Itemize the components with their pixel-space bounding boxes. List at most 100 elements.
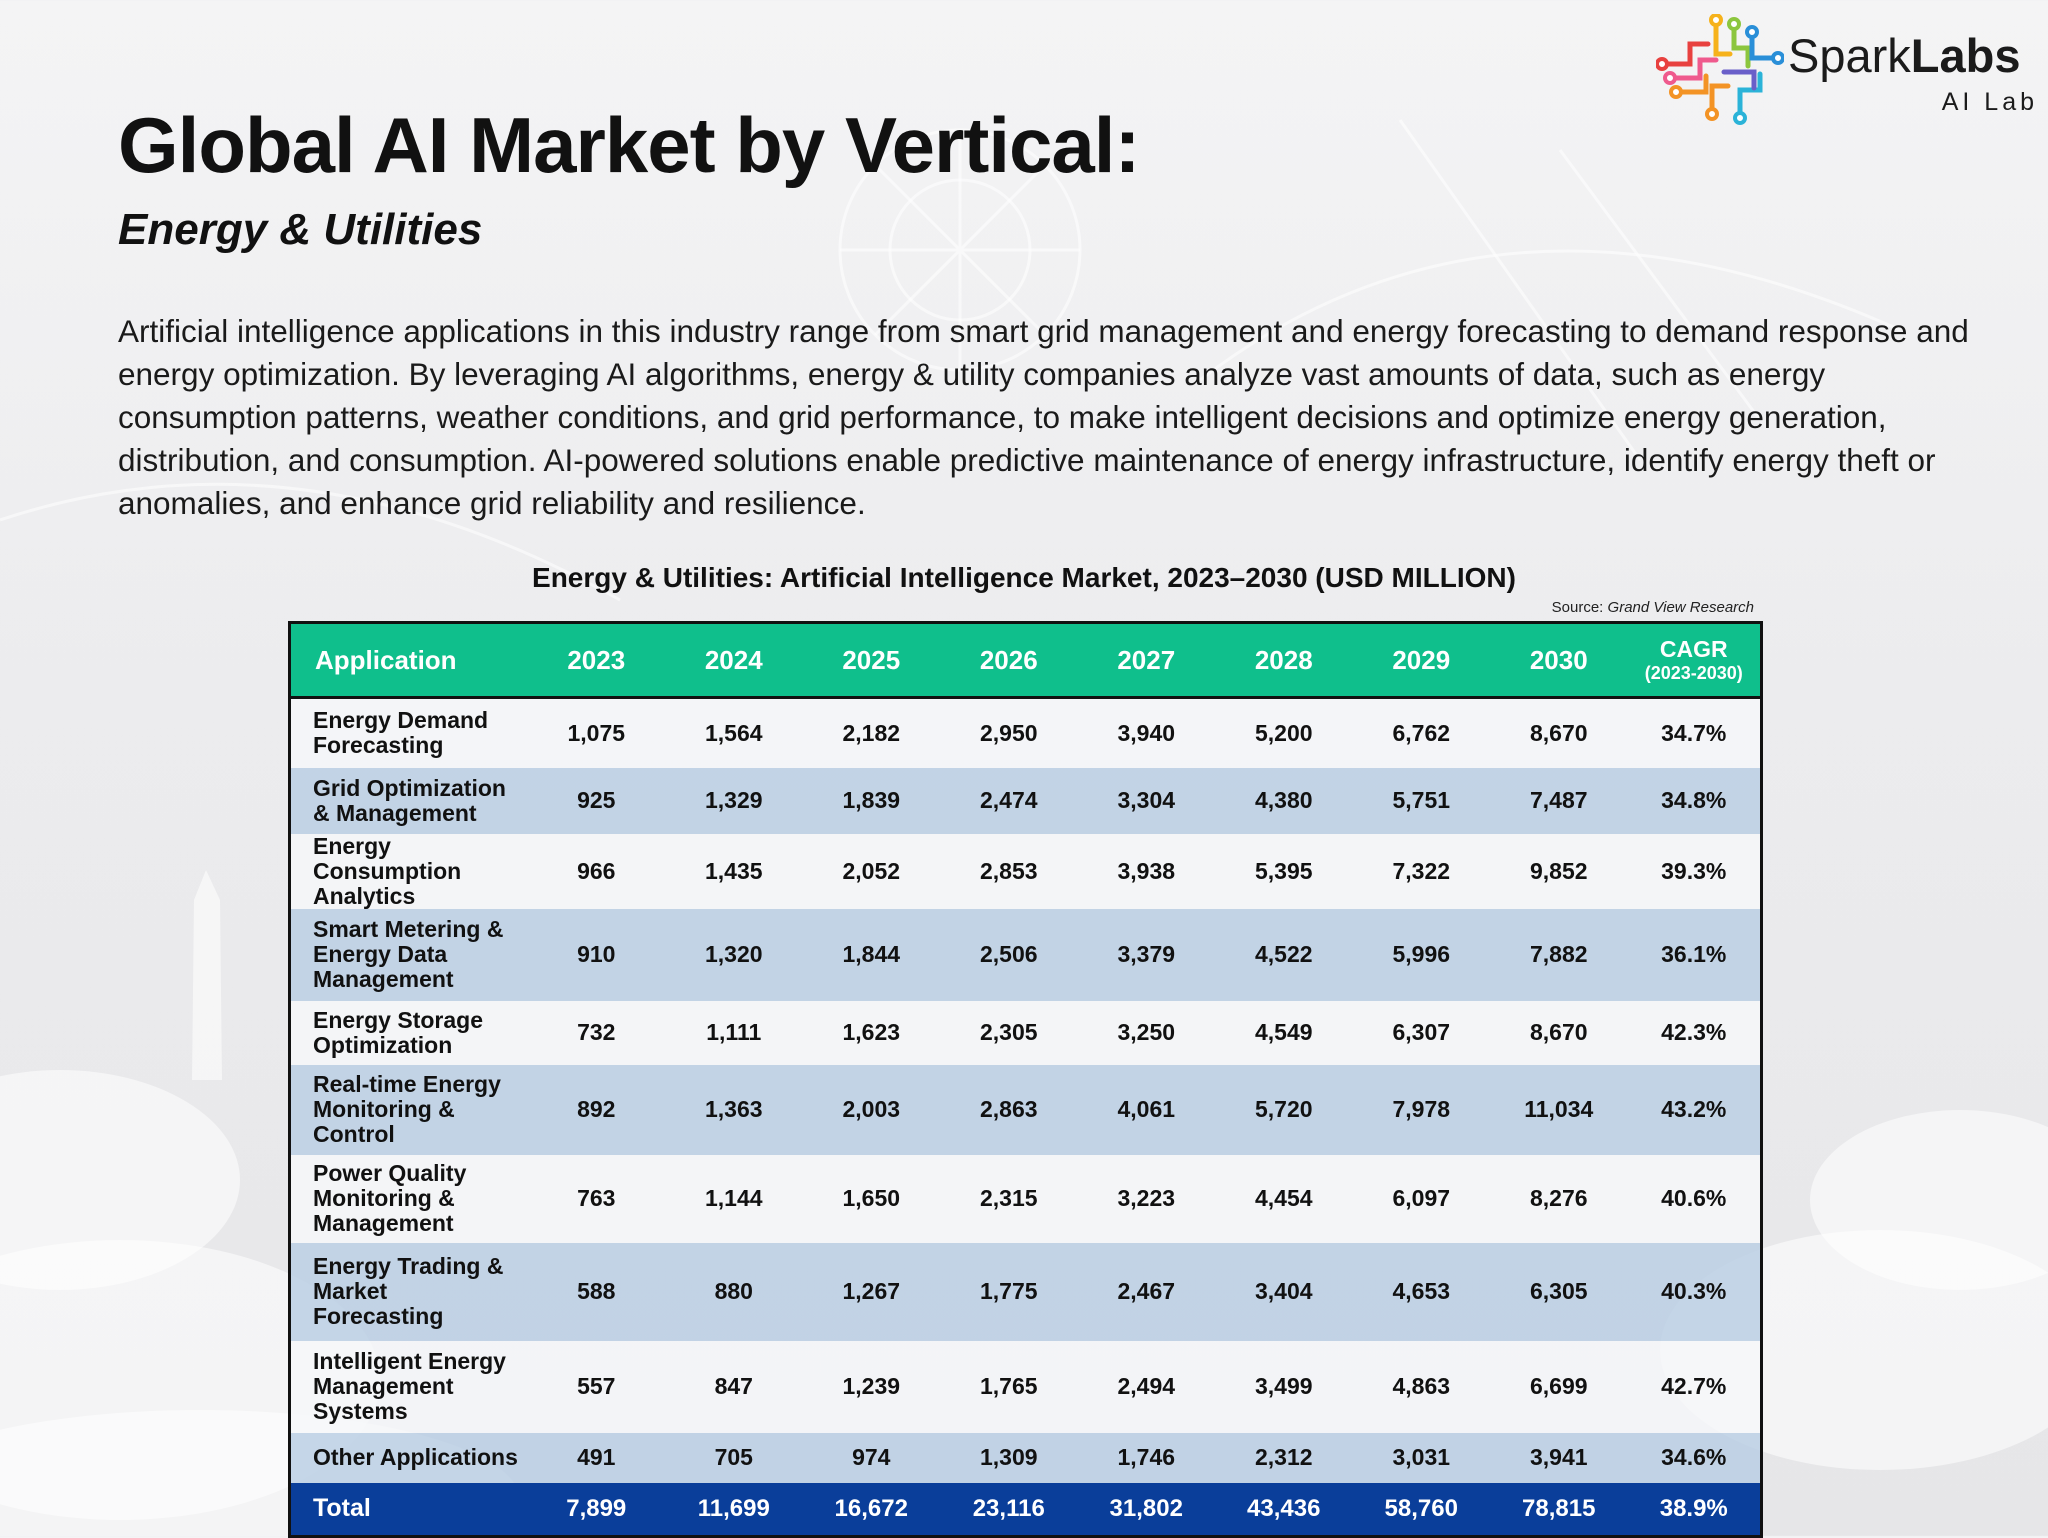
value-cell: 2,494 (1077, 1340, 1215, 1433)
value-cell: 1,564 (665, 697, 803, 768)
cagr-cell: 34.7% (1627, 697, 1762, 768)
value-cell: 4,522 (1215, 908, 1353, 1001)
table-row: Smart Metering & Energy Data Management 9… (289, 908, 1762, 1001)
application-cell: Energy Consumption Analytics (289, 833, 528, 909)
column-header-year: 2026 (940, 622, 1078, 699)
column-header-cagr: CAGR (2023-2030) (1627, 622, 1762, 699)
value-cell: 2,052 (802, 833, 940, 909)
total-value-cell: 7,899 (527, 1482, 665, 1536)
cagr-period: (2023-2030) (1644, 663, 1743, 683)
value-cell: 491 (527, 1432, 665, 1483)
value-cell: 11,034 (1490, 1064, 1628, 1155)
value-cell: 4,653 (1352, 1242, 1490, 1341)
total-value-cell: 43,436 (1215, 1482, 1353, 1536)
value-cell: 2,315 (940, 1154, 1078, 1243)
value-cell: 3,499 (1215, 1340, 1353, 1433)
value-cell: 1,844 (802, 908, 940, 1001)
value-cell: 1,075 (527, 697, 665, 768)
cagr-cell: 34.6% (1627, 1432, 1762, 1483)
value-cell: 9,852 (1490, 833, 1628, 909)
value-cell: 847 (665, 1340, 803, 1433)
cagr-cell: 36.1% (1627, 908, 1762, 1001)
total-value-cell: 16,672 (802, 1482, 940, 1536)
value-cell: 6,097 (1352, 1154, 1490, 1243)
value-cell: 1,623 (802, 1000, 940, 1065)
value-cell: 3,379 (1077, 908, 1215, 1001)
value-cell: 2,863 (940, 1064, 1078, 1155)
value-cell: 892 (527, 1064, 665, 1155)
column-header-year: 2023 (527, 622, 665, 699)
total-value-cell: 11,699 (665, 1482, 803, 1536)
column-header-year: 2030 (1490, 622, 1628, 699)
value-cell: 6,305 (1490, 1242, 1628, 1341)
circuit-icon (1656, 14, 1784, 125)
value-cell: 6,699 (1490, 1340, 1628, 1433)
value-cell: 705 (665, 1432, 803, 1483)
application-cell: Real-time Energy Monitoring & Control (289, 1064, 528, 1155)
value-cell: 7,882 (1490, 908, 1628, 1001)
value-cell: 1,765 (940, 1340, 1078, 1433)
value-cell: 2,467 (1077, 1242, 1215, 1341)
table-title: Energy & Utilities: Artificial Intellige… (532, 562, 1516, 593)
table-row: Energy Trading & Market Forecasting 588 88… (289, 1242, 1762, 1341)
total-value-cell: 78,815 (1490, 1482, 1628, 1536)
value-cell: 7,978 (1352, 1064, 1490, 1155)
application-cell: Energy Trading & Market Forecasting (289, 1242, 528, 1341)
value-cell: 910 (527, 908, 665, 1001)
cagr-cell: 40.6% (1627, 1154, 1762, 1243)
table-row: Energy Demand Forecasting 1,075 1,564 2,182… (289, 697, 1762, 768)
market-table: Application 2023 2024 2025 2026 2027 202… (288, 621, 1763, 1538)
value-cell: 3,938 (1077, 833, 1215, 909)
value-cell: 4,454 (1215, 1154, 1353, 1243)
value-cell: 4,380 (1215, 767, 1353, 834)
value-cell: 3,941 (1490, 1432, 1628, 1483)
total-label: Total (289, 1482, 528, 1536)
table-row: Energy Storage Optimization 732 1,111 1,623… (289, 1000, 1762, 1065)
value-cell: 2,853 (940, 833, 1078, 909)
table-row: Grid Optimization & Management 925 1,329 1,… (289, 767, 1762, 834)
total-value-cell: 31,802 (1077, 1482, 1215, 1536)
value-cell: 3,031 (1352, 1432, 1490, 1483)
value-cell: 2,003 (802, 1064, 940, 1155)
value-cell: 1,746 (1077, 1432, 1215, 1483)
value-cell: 3,223 (1077, 1154, 1215, 1243)
value-cell: 1,839 (802, 767, 940, 834)
value-cell: 2,182 (802, 697, 940, 768)
cagr-cell: 39.3% (1627, 833, 1762, 909)
value-cell: 1,309 (940, 1432, 1078, 1483)
value-cell: 925 (527, 767, 665, 834)
value-cell: 3,304 (1077, 767, 1215, 834)
value-cell: 8,276 (1490, 1154, 1628, 1243)
application-cell: Other Applications (289, 1432, 528, 1483)
value-cell: 6,762 (1352, 697, 1490, 768)
value-cell: 1,267 (802, 1242, 940, 1341)
cagr-cell: 43.2% (1627, 1064, 1762, 1155)
application-cell: Power Quality Monitoring & Management (289, 1154, 528, 1243)
application-cell: Energy Demand Forecasting (289, 697, 528, 768)
cagr-cell: 34.8% (1627, 767, 1762, 834)
column-header-year: 2028 (1215, 622, 1353, 699)
value-cell: 8,670 (1490, 697, 1628, 768)
value-cell: 1,111 (665, 1000, 803, 1065)
value-cell: 5,996 (1352, 908, 1490, 1001)
value-cell: 4,863 (1352, 1340, 1490, 1433)
description-paragraph: Artificial intelligence applications in … (118, 313, 1969, 521)
value-cell: 6,307 (1352, 1000, 1490, 1065)
value-cell: 8,670 (1490, 1000, 1628, 1065)
value-cell: 5,395 (1215, 833, 1353, 909)
total-cagr-cell: 38.9% (1627, 1482, 1762, 1536)
value-cell: 5,751 (1352, 767, 1490, 834)
cagr-cell: 40.3% (1627, 1242, 1762, 1341)
table-row: Intelligent Energy Management Systems 557… (289, 1340, 1762, 1433)
cagr-cell: 42.7% (1627, 1340, 1762, 1433)
table-row: Power Quality Monitoring & Management 763… (289, 1154, 1762, 1243)
value-cell: 7,487 (1490, 767, 1628, 834)
cagr-label: CAGR (1659, 636, 1728, 662)
value-cell: 1,320 (665, 908, 803, 1001)
value-cell: 3,940 (1077, 697, 1215, 768)
value-cell: 4,061 (1077, 1064, 1215, 1155)
value-cell: 763 (527, 1154, 665, 1243)
application-cell: Smart Metering & Energy Data Management (289, 908, 528, 1001)
table-row: Other Applications 491 705 974 1,309 1,746 2,3… (289, 1432, 1762, 1483)
value-cell: 5,720 (1215, 1064, 1353, 1155)
